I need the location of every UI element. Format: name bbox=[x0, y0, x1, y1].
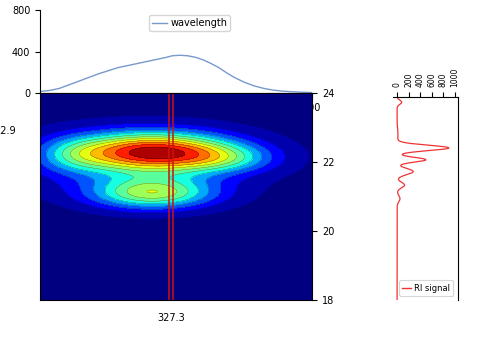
Legend: wavelength: wavelength bbox=[149, 15, 230, 31]
Text: 22.9: 22.9 bbox=[0, 126, 16, 136]
Text: 327.3: 327.3 bbox=[157, 312, 184, 323]
Legend: RI signal: RI signal bbox=[399, 280, 454, 296]
